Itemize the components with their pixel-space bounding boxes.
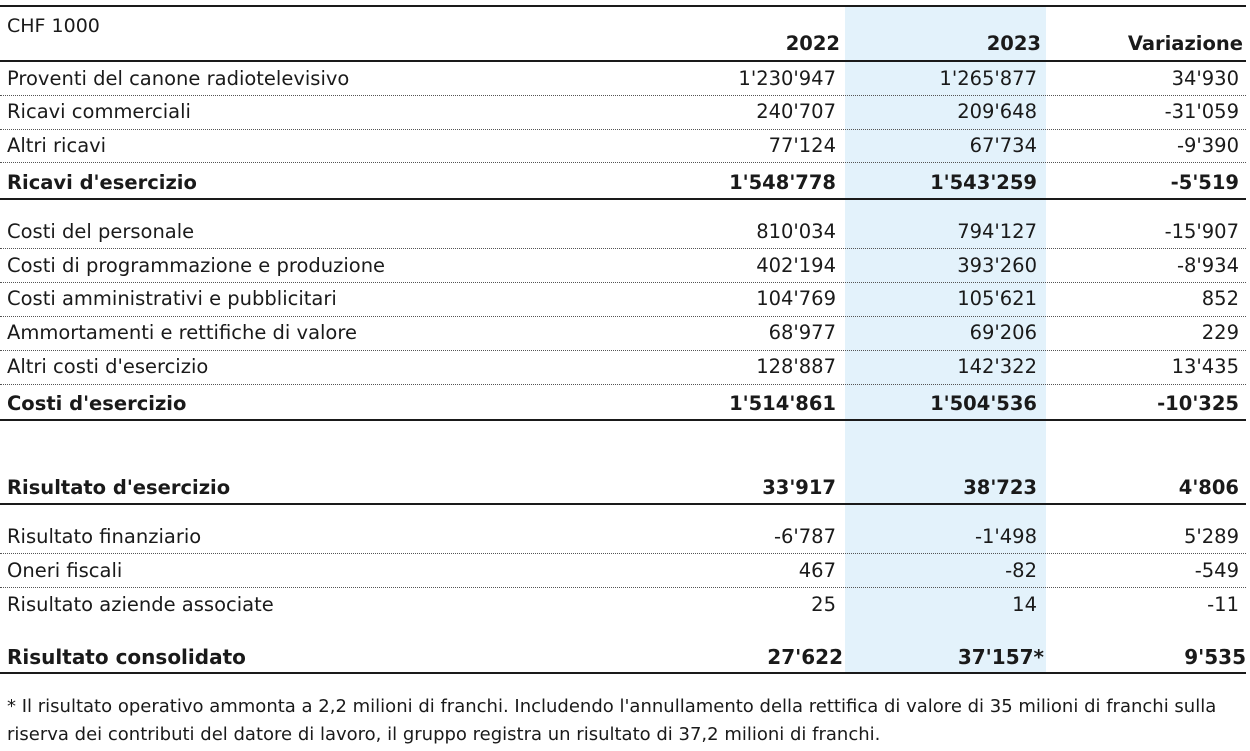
total-row: Ricavi d'esercizio 1'548'778 1'543'259 -… [0,166,1246,200]
value-change: -9'390 [1176,134,1239,157]
value-2023: -82 [1005,559,1037,582]
value-change: -15'907 [1164,220,1239,243]
value-2022: 77'124 [768,134,836,157]
row-label: Costi amministrativi e pubblicitari [7,287,337,310]
row-divider [0,384,1246,385]
consolidated-row: Risultato consolidato 27'622 37'157* 9'5… [0,640,1246,674]
row-label: Altri ricavi [7,134,107,157]
value-2022: 25 [811,593,836,616]
table-row: Costi amministrativi e pubblicitari 104'… [0,282,1246,316]
value-2022: 1'230'947 [738,67,836,90]
value-2023: 1'265'877 [939,67,1037,90]
top-rule [0,5,1246,7]
value-change: 852 [1201,287,1239,310]
row-divider [0,282,1246,283]
highlight-column-2023 [845,6,1046,674]
row-label: Costi d'esercizio [7,392,187,415]
section-rule [0,503,1246,505]
value-2023: 794'127 [957,220,1037,243]
row-label: Risultato d'esercizio [7,476,231,499]
value-2022: 104'769 [756,287,836,310]
table-row: Costi del personale 810'034 794'127 -15'… [0,215,1246,249]
row-label: Risultato finanziario [7,525,202,548]
row-label: Costi del personale [7,220,195,243]
row-divider [0,162,1246,163]
header-2022: 2022 [785,32,840,55]
value-2023: 142'322 [957,355,1037,378]
value-change: -10'325 [1157,392,1239,415]
row-divider [0,316,1246,317]
value-2022: 128'887 [756,355,836,378]
header-2023: 2023 [986,32,1041,55]
value-2022: 240'707 [756,100,836,123]
value-change: -11 [1207,593,1239,616]
table-row: Risultato aziende associate 25 14 -11 [0,588,1246,622]
value-change: 4'806 [1178,476,1239,499]
total-row: Costi d'esercizio 1'514'861 1'504'536 -1… [0,387,1246,421]
value-2022: 68'977 [768,321,836,344]
table-row: Ammortamenti e rettifiche di valore 68'9… [0,316,1246,350]
row-label: Risultato aziende associate [7,593,274,616]
row-label: Proventi del canone radiotelevisivo [7,67,350,90]
value-2023: 1'543'259 [930,171,1037,194]
row-divider [0,248,1246,249]
value-2022: 402'194 [756,254,836,277]
value-2022: 27'622 [767,645,843,669]
table-row: Risultato finanziario -6'787 -1'498 5'28… [0,520,1246,554]
row-divider [0,95,1246,96]
value-change: -549 [1194,559,1239,582]
footnote: * Il risultato operativo ammonta a 2,2 m… [7,696,1217,745]
header-rule [0,60,1246,62]
value-2023: 393'260 [957,254,1037,277]
value-change: 5'289 [1184,525,1239,548]
value-change: 13'435 [1171,355,1239,378]
row-label: Oneri fiscali [7,559,123,582]
section-rule [0,419,1246,421]
value-2023: 37'157* [957,645,1044,669]
value-2022: 33'917 [762,476,836,499]
value-change: 229 [1201,321,1239,344]
value-2022: 810'034 [756,220,836,243]
value-2023: 209'648 [957,100,1037,123]
table-row: Proventi del canone radiotelevisivo 1'23… [0,62,1246,96]
value-change: 34'930 [1171,67,1239,90]
table-row: Oneri fiscali 467 -82 -549 [0,554,1246,588]
unit-label: CHF 1000 [7,15,100,37]
value-2022: 467 [798,559,836,582]
value-2023: 105'621 [957,287,1037,310]
value-2023: 1'504'536 [930,392,1037,415]
value-2023: 69'206 [969,321,1037,344]
result-row: Risultato d'esercizio 33'917 38'723 4'80… [0,471,1246,505]
value-2023: 67'734 [969,134,1037,157]
header-variazione: Variazione [1127,32,1243,55]
row-divider [0,553,1246,554]
row-label: Costi di programmazione e produzione [7,254,386,277]
table-row: Altri costi d'esercizio 128'887 142'322 … [0,350,1246,384]
row-label: Ammortamenti e rettifiche di valore [7,321,357,344]
table-row: Ricavi commerciali 240'707 209'648 -31'0… [0,95,1246,129]
row-divider [0,350,1246,351]
value-2023: 14 [1012,593,1037,616]
value-change: 9'535 [1184,645,1246,669]
table-row: Costi di programmazione e produzione 402… [0,249,1246,283]
value-2023: 38'723 [963,476,1037,499]
bottom-rule [0,672,1246,674]
row-label: Risultato consolidato [7,645,246,669]
value-2022: 1'548'778 [729,171,836,194]
row-divider [0,129,1246,130]
value-change: -5'519 [1170,171,1239,194]
value-2022: 1'514'861 [729,392,836,415]
row-label: Ricavi d'esercizio [7,171,197,194]
row-divider [0,587,1246,588]
section-rule [0,198,1246,200]
table-row: Altri ricavi 77'124 67'734 -9'390 [0,129,1246,163]
row-label: Altri costi d'esercizio [7,355,209,378]
row-label: Ricavi commerciali [7,100,191,123]
value-2022: -6'787 [773,525,836,548]
value-change: -31'059 [1164,100,1239,123]
value-2023: -1'498 [974,525,1037,548]
value-change: -8'934 [1176,254,1239,277]
